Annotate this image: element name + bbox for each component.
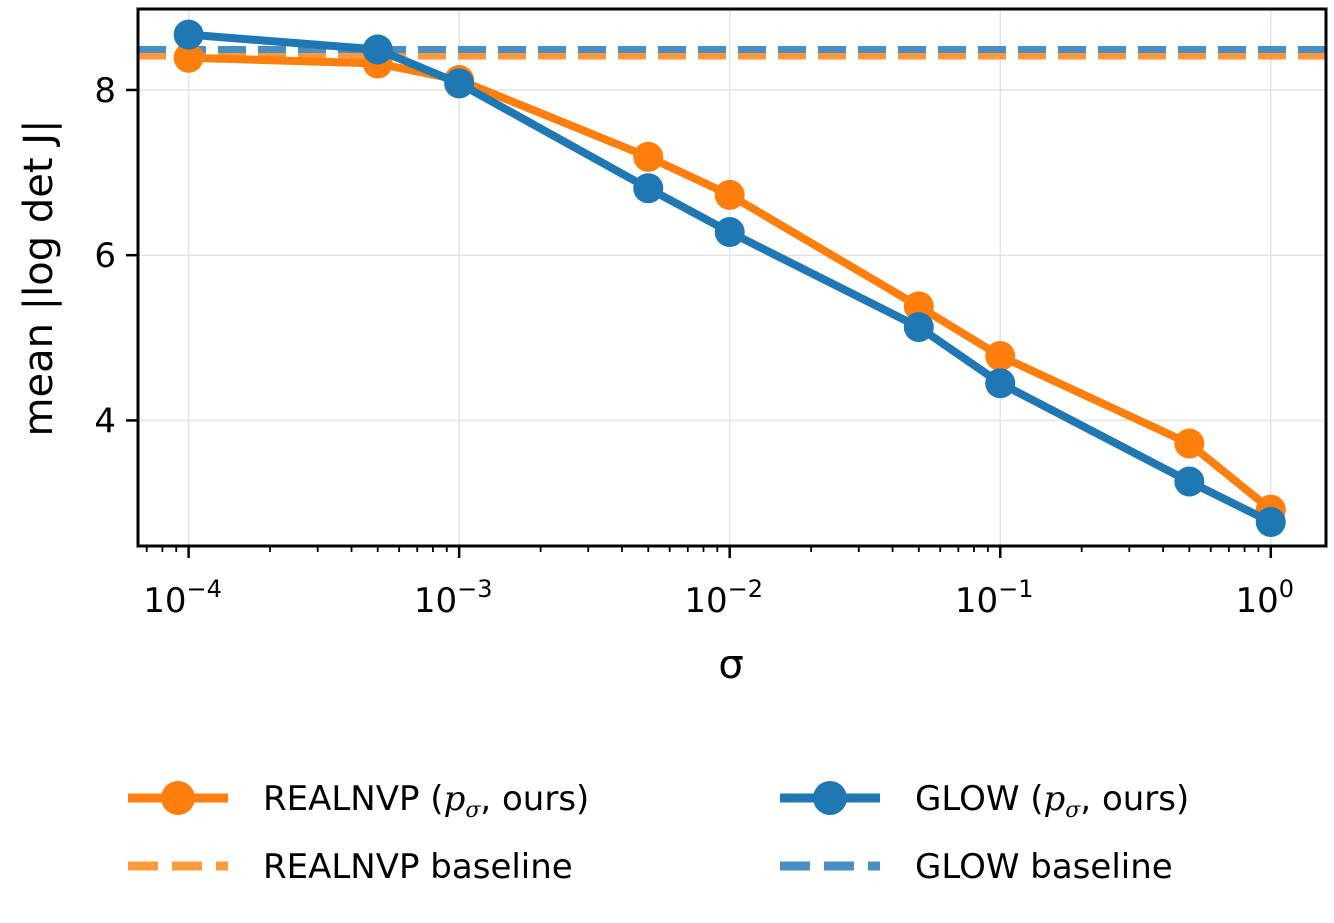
x-tick-label: 10−1: [955, 575, 1034, 621]
legend-label-post: , ours): [480, 779, 589, 819]
glow-marker: [362, 34, 393, 65]
realnvp-marker: [985, 340, 1016, 371]
baseline-layer: [138, 45, 1326, 60]
plot-frame: [136, 7, 1328, 548]
realnvp-marker: [903, 291, 934, 322]
glow-marker: [903, 312, 934, 343]
x-tick-exponent: −1: [998, 575, 1033, 603]
realnvp-marker: [173, 42, 204, 73]
x-tick-base: 10: [414, 581, 457, 621]
glow-marker: [1255, 507, 1286, 538]
x-tick-label: 10−3: [414, 575, 493, 621]
x-tick-label: 10−2: [684, 575, 763, 621]
y-axis-label: mean |log det J|: [16, 120, 62, 437]
legend-label-sub: σ: [1065, 798, 1081, 823]
glow-marker: [173, 19, 204, 50]
realnvp-marker: [714, 179, 745, 210]
glow-marker: [714, 217, 745, 248]
grid-layer: [138, 9, 1326, 546]
glow-legend-label: GLOW (pσ, ours): [915, 779, 1189, 823]
realnvp-marker: [1174, 428, 1205, 459]
legend-label-sub: σ: [465, 798, 481, 823]
glow-marker: [985, 368, 1016, 399]
realnvp-legend-label: REALNVP (pσ, ours): [263, 779, 589, 823]
legend: REALNVP (pσ, ours) GLOW (pσ, ours)REALNVP…: [128, 779, 1189, 887]
legend-label-pre: REALNVP (: [263, 779, 444, 819]
glow-marker: [633, 173, 664, 204]
legend-label-math: p: [444, 779, 466, 819]
glow-marker: [444, 68, 475, 99]
x-tick-base: 10: [955, 581, 998, 621]
y-tick-label: 8: [94, 71, 116, 111]
x-tick-base: 10: [1236, 581, 1279, 621]
glow-marker: [1174, 466, 1205, 497]
x-tick-exponent: 0: [1279, 575, 1294, 603]
realnvp-legend-marker: [161, 781, 195, 815]
x-tick-exponent: −3: [457, 575, 492, 603]
realnvp-marker: [633, 141, 664, 172]
legend-label-pre: GLOW (: [915, 779, 1044, 819]
series-layer: [173, 19, 1286, 538]
x-tick-base: 10: [684, 581, 727, 621]
x-tick-base: 10: [143, 581, 186, 621]
y-tick-label: 6: [94, 236, 116, 276]
glow-legend-marker: [813, 781, 847, 815]
x-axis-label: σ: [718, 642, 743, 688]
realnvp-baseline-legend-label: REALNVP baseline: [263, 847, 573, 887]
legend-label-math: p: [1044, 779, 1066, 819]
x-tick-exponent: −4: [187, 575, 222, 603]
glow-baseline-legend-label: GLOW baseline: [915, 847, 1173, 887]
x-tick-label: 100: [1236, 575, 1295, 621]
x-tick-exponent: −2: [728, 575, 763, 603]
y-tick-label: 4: [94, 401, 116, 441]
legend-label-post: , ours): [1080, 779, 1189, 819]
x-tick-label: 10−4: [143, 575, 222, 621]
